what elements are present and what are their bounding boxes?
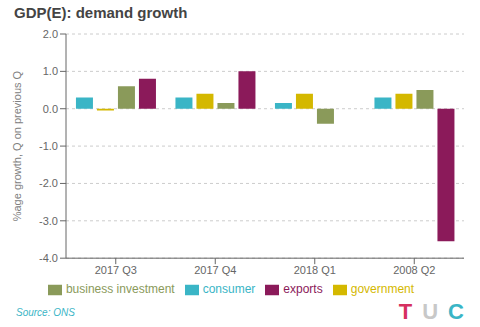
html-text:C: C bbox=[448, 299, 464, 324]
svg-text:%age growth, Q on previous Q: %age growth, Q on previous Q bbox=[11, 70, 23, 221]
html-text:T: T bbox=[398, 299, 413, 324]
svg-text:1.0: 1.0 bbox=[43, 65, 58, 77]
svg-text:-3.0: -3.0 bbox=[39, 215, 58, 227]
html-text:government: government bbox=[350, 282, 415, 297]
svg-text:2018 Q1: 2018 Q1 bbox=[294, 264, 336, 276]
html-text:U: U bbox=[422, 299, 439, 324]
html-text:Source: ONS: Source: ONS bbox=[16, 306, 75, 318]
svg-text:-1.0: -1.0 bbox=[39, 140, 58, 152]
svg-text:-4.0: -4.0 bbox=[39, 252, 58, 264]
svg-text:2.0: 2.0 bbox=[43, 28, 58, 40]
html-text:consumer: consumer bbox=[202, 282, 256, 297]
svg-text:2017 Q4: 2017 Q4 bbox=[194, 264, 236, 276]
svg-text:2008 Q2: 2008 Q2 bbox=[393, 264, 435, 276]
svg-text:0.0: 0.0 bbox=[43, 103, 58, 115]
svg-text:2017 Q3: 2017 Q3 bbox=[95, 264, 137, 276]
html-text:exports: exports bbox=[283, 282, 323, 297]
html-text:GDP(E): demand growth: GDP(E): demand growth bbox=[14, 4, 188, 21]
html-text:business investment: business investment bbox=[65, 282, 175, 297]
svg-text:-2.0: -2.0 bbox=[39, 177, 58, 189]
